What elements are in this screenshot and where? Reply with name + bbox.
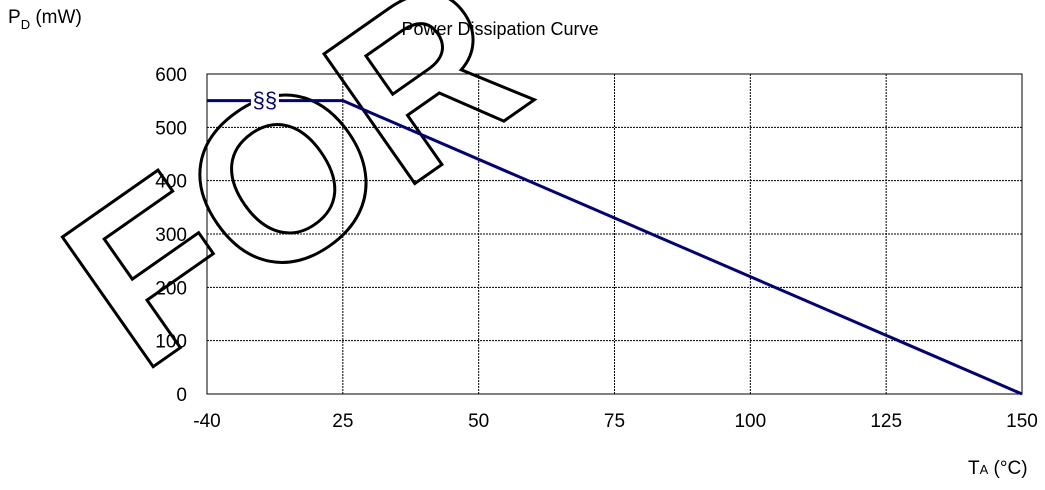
y-tick-label: 100: [155, 332, 187, 353]
y-tick-label: 600: [155, 65, 187, 86]
y-tick-label: 400: [155, 172, 187, 193]
x-tick-label: 25: [332, 411, 353, 432]
svg-text:FOR: FOR: [21, 0, 566, 416]
y-tick-label: 300: [155, 225, 187, 246]
x-tick-label: 150: [1006, 411, 1038, 432]
y-tick-label: 500: [155, 118, 187, 139]
chart-title: Power Dissipation Curve: [401, 19, 598, 39]
x-tick-label: 125: [870, 411, 902, 432]
x-tick-label: 100: [734, 411, 766, 432]
y-tick-label: 200: [155, 278, 187, 299]
x-tick-label: 75: [604, 411, 625, 432]
axis-break-marker: §§: [251, 88, 279, 113]
watermark: FOR: [21, 0, 566, 416]
x-tick-label: 50: [468, 411, 489, 432]
y-tick-label: 0: [176, 385, 187, 406]
x-tick-label: -40: [193, 411, 220, 432]
y-axis-label: PD (mW): [8, 7, 82, 32]
x-axis-label: TA (°C): [968, 458, 1028, 479]
break-symbol: §§: [253, 88, 277, 113]
